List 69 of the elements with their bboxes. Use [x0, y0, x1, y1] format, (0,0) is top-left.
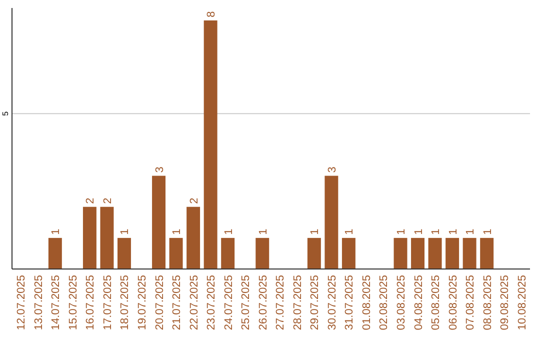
bar	[342, 238, 356, 269]
bar	[324, 176, 338, 269]
bar	[221, 238, 235, 269]
x-tick-label: 16.07.2025	[84, 275, 97, 330]
x-tick-label: 09.08.2025	[499, 275, 512, 330]
x-tick-label: 02.08.2025	[378, 275, 390, 330]
x-tick-label: 31.07.2025	[344, 275, 356, 330]
bar	[411, 238, 424, 269]
data-label: 1	[257, 228, 270, 235]
x-tick-label: 12.07.2025	[16, 275, 28, 330]
y-tick-label: 5	[1, 110, 10, 116]
data-label: 3	[154, 166, 166, 173]
data-label: 2	[84, 198, 97, 204]
bar	[394, 238, 408, 269]
bar	[100, 206, 114, 269]
data-label: 2	[188, 198, 200, 204]
data-label: 1	[447, 228, 460, 235]
x-tick-label: 24.07.2025	[222, 275, 235, 330]
x-tick-label: 23.07.2025	[206, 275, 218, 330]
bar	[82, 206, 96, 269]
data-label: 1	[309, 228, 322, 235]
data-label: 1	[50, 228, 62, 235]
x-tick-label: 08.08.2025	[482, 275, 494, 330]
data-label: 1	[430, 228, 442, 235]
x-tick-label: 05.08.2025	[430, 275, 442, 330]
data-label: 1	[412, 228, 425, 235]
bar	[256, 238, 270, 269]
x-tick-label: 17.07.2025	[102, 275, 114, 330]
x-tick-label: 06.08.2025	[447, 275, 460, 330]
data-label: 1	[171, 228, 184, 235]
x-tick-label: 27.07.2025	[274, 275, 287, 330]
data-label: 1	[396, 228, 408, 235]
x-tick-label: 29.07.2025	[309, 275, 322, 330]
x-tick-label: 26.07.2025	[257, 275, 270, 330]
x-tick-label: 15.07.2025	[67, 275, 80, 330]
x-tick-label: 03.08.2025	[396, 275, 408, 330]
x-tick-label: 01.08.2025	[360, 275, 373, 330]
data-label: 1	[222, 228, 235, 235]
bar	[446, 238, 460, 269]
x-tick-label: 22.07.2025	[188, 275, 200, 330]
x-tick-label: 28.07.2025	[292, 275, 304, 330]
data-label: 3	[326, 166, 338, 173]
x-tick-label: 18.07.2025	[119, 275, 132, 330]
bar	[118, 238, 131, 269]
x-tick-label: 25.07.2025	[240, 275, 252, 330]
bar	[48, 238, 62, 269]
bar	[462, 238, 476, 269]
x-tick-label: 20.07.2025	[154, 275, 166, 330]
data-label: 2	[102, 198, 114, 204]
x-tick-label: 14.07.2025	[50, 275, 62, 330]
bar	[169, 238, 183, 269]
x-tick-label: 30.07.2025	[326, 275, 338, 330]
x-tick-label: 13.07.2025	[32, 275, 45, 330]
bar	[307, 238, 321, 269]
x-tick-label: 10.08.2025	[516, 275, 528, 330]
bar	[204, 20, 218, 269]
bar	[186, 206, 200, 269]
x-tick-label: 04.08.2025	[412, 275, 425, 330]
data-label: 1	[119, 228, 132, 235]
x-tick-label: 21.07.2025	[171, 275, 184, 330]
data-label: 1	[464, 228, 477, 235]
bar	[152, 176, 166, 269]
x-tick-label: 07.08.2025	[464, 275, 477, 330]
bar	[428, 238, 442, 269]
x-tick-label: 19.07.2025	[136, 275, 148, 330]
data-label: 1	[344, 228, 356, 235]
bar	[480, 238, 494, 269]
data-label: 8	[206, 11, 218, 18]
data-label: 1	[482, 228, 494, 235]
